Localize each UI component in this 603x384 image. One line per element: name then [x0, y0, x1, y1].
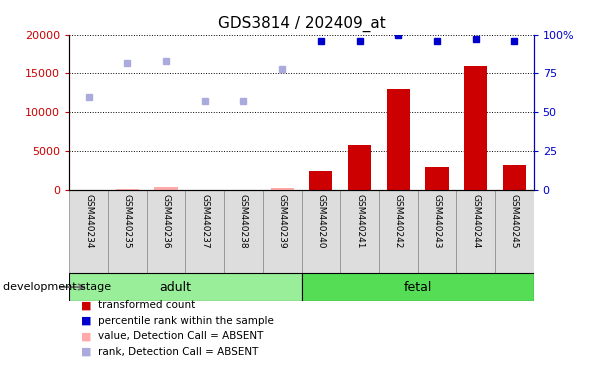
Text: GSM440239: GSM440239 — [277, 194, 286, 249]
Bar — [69, 190, 108, 273]
Text: GSM440237: GSM440237 — [200, 194, 209, 249]
Bar — [495, 190, 534, 273]
Text: ■: ■ — [81, 347, 92, 357]
Bar — [154, 187, 178, 190]
Bar — [69, 273, 302, 301]
Bar — [186, 190, 224, 273]
Bar — [456, 190, 495, 273]
Bar — [224, 190, 263, 273]
Bar — [108, 190, 147, 273]
Text: ■: ■ — [81, 300, 92, 310]
Text: rank, Detection Call = ABSENT: rank, Detection Call = ABSENT — [98, 347, 259, 357]
Text: GSM440235: GSM440235 — [123, 194, 132, 249]
Bar — [348, 145, 371, 190]
Text: development stage: development stage — [3, 282, 111, 292]
Bar — [464, 66, 487, 190]
Text: GSM440236: GSM440236 — [162, 194, 171, 249]
Text: ■: ■ — [81, 316, 92, 326]
Text: GSM440244: GSM440244 — [471, 194, 480, 248]
Bar — [147, 190, 186, 273]
Bar — [425, 167, 449, 190]
Text: transformed count: transformed count — [98, 300, 195, 310]
Bar — [302, 190, 340, 273]
Bar — [340, 190, 379, 273]
Text: value, Detection Call = ABSENT: value, Detection Call = ABSENT — [98, 331, 264, 341]
Text: GSM440240: GSM440240 — [317, 194, 326, 249]
Text: GSM440243: GSM440243 — [432, 194, 441, 249]
Text: GSM440241: GSM440241 — [355, 194, 364, 249]
Bar — [417, 190, 456, 273]
Bar — [503, 165, 526, 190]
Title: GDS3814 / 202409_at: GDS3814 / 202409_at — [218, 16, 385, 32]
Bar — [116, 189, 139, 190]
Text: GSM440245: GSM440245 — [510, 194, 519, 249]
Bar — [379, 190, 417, 273]
Bar — [263, 190, 302, 273]
Text: adult: adult — [160, 281, 192, 293]
Text: GSM440238: GSM440238 — [239, 194, 248, 249]
Text: GSM440242: GSM440242 — [394, 194, 403, 248]
Text: percentile rank within the sample: percentile rank within the sample — [98, 316, 274, 326]
Bar — [302, 273, 534, 301]
Text: ■: ■ — [81, 331, 92, 341]
Bar — [387, 89, 410, 190]
Text: fetal: fetal — [403, 281, 432, 293]
Text: GSM440234: GSM440234 — [84, 194, 93, 249]
Bar — [309, 170, 332, 190]
Bar — [271, 188, 294, 190]
